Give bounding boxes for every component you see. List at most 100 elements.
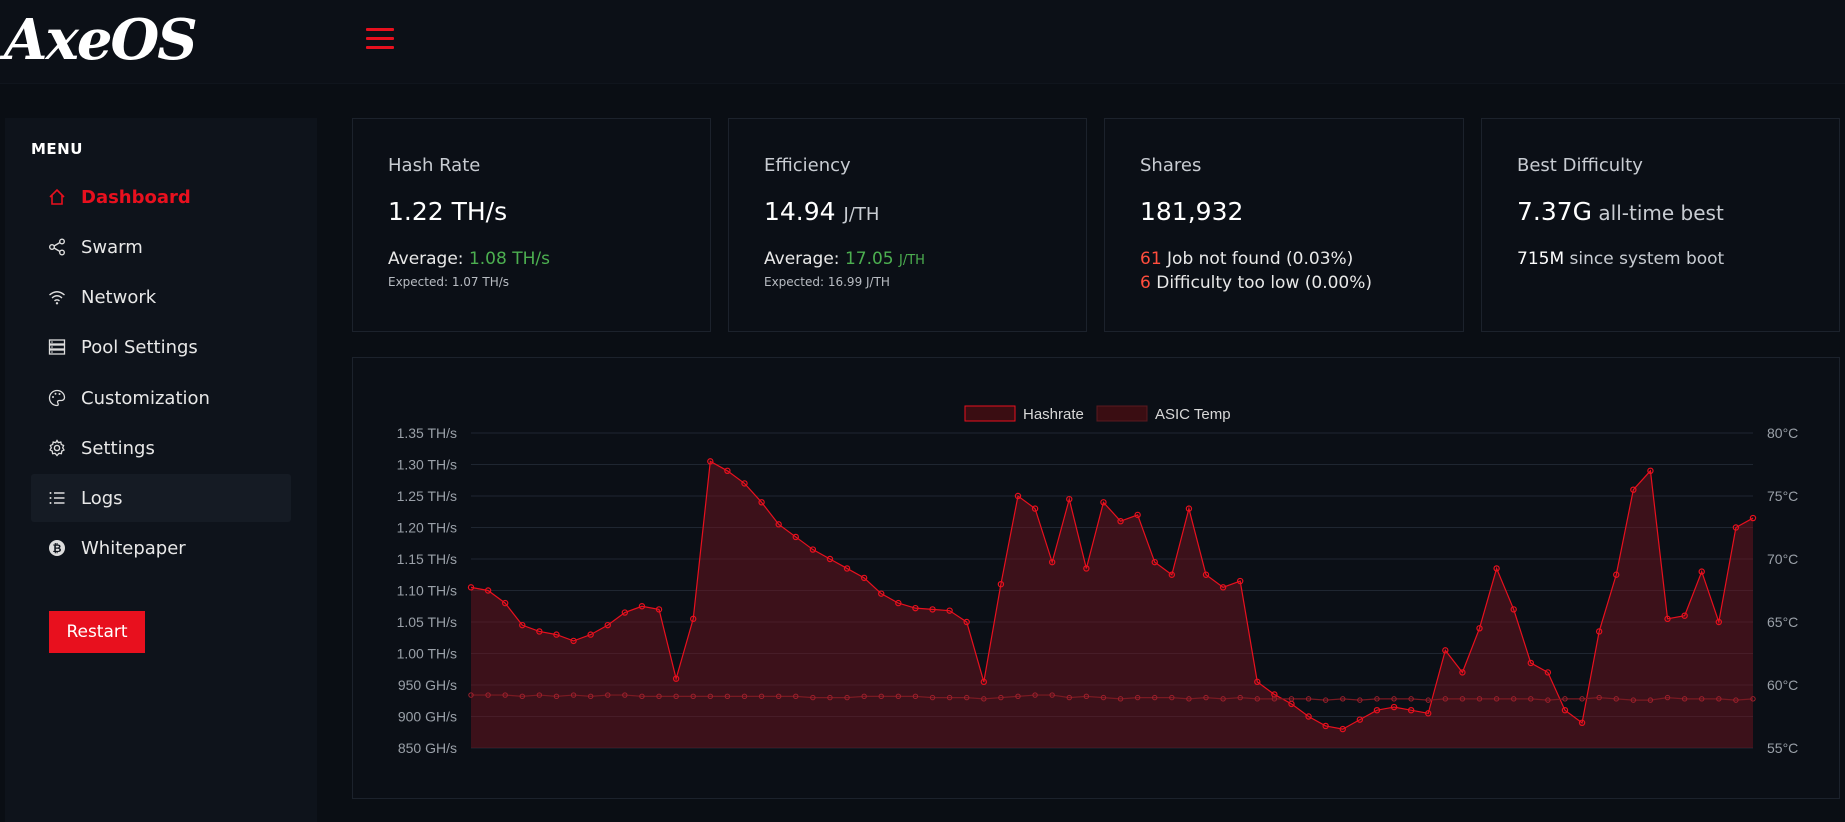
hashrate-point xyxy=(1510,606,1517,613)
asic-temp-point xyxy=(981,696,987,702)
asic-temp-point xyxy=(1630,697,1637,703)
hashrate-point xyxy=(946,607,953,614)
y-left-tick-label: 850 GH/s xyxy=(398,740,457,756)
sidebar-item-whitepaper[interactable]: ₿ Whitepaper xyxy=(31,524,291,572)
hashrate-point xyxy=(1305,713,1312,720)
efficiency-value: 14.94 J/TH xyxy=(764,197,880,226)
hashrate-point xyxy=(1151,558,1158,566)
hashrate-point xyxy=(1407,707,1415,714)
hashrate-point xyxy=(1527,659,1534,667)
sidebar-item-label: Logs xyxy=(81,487,123,509)
hashrate-line xyxy=(470,460,1754,730)
hashrate-point xyxy=(1493,565,1500,572)
sidebar-item-label: Whitepaper xyxy=(81,537,186,559)
sidebar-item-customization[interactable]: Customization xyxy=(31,374,291,422)
asic-temp-point xyxy=(1716,696,1722,702)
asic-temp-point xyxy=(1117,696,1124,702)
card-title: Hash Rate xyxy=(388,155,481,176)
asic-temp-point xyxy=(605,692,611,698)
y-left-tick-label: 1.30 TH/s xyxy=(397,457,457,473)
hashrate-point xyxy=(1749,514,1757,522)
hashrate-point xyxy=(1100,499,1107,506)
asic-temp-point xyxy=(1596,694,1602,701)
y-left-tick-label: 1.05 TH/s xyxy=(397,614,457,630)
menu-toggle-icon[interactable] xyxy=(366,28,394,50)
hashrate-area xyxy=(471,461,1753,748)
hashrate-point xyxy=(1664,615,1671,623)
asic-temp-point xyxy=(1152,694,1158,701)
hashrate-point xyxy=(1732,524,1740,531)
asic-temp-point xyxy=(1476,696,1483,702)
legend-swatch-asic-temp xyxy=(1096,405,1148,422)
asic-temp-point xyxy=(844,694,850,701)
shares-card: Shares 181,932 61 Job not found (0.03%) … xyxy=(1104,118,1464,332)
sidebar-item-logs[interactable]: Logs xyxy=(31,474,291,522)
asic-temp-point xyxy=(1288,696,1295,702)
asic-temp-point xyxy=(673,693,679,700)
hashrate-point xyxy=(1339,725,1346,733)
rejected-job-not-found: 61 Job not found (0.03%) xyxy=(1140,249,1354,269)
sidebar-item-label: Swarm xyxy=(81,236,143,258)
hashrate-point xyxy=(604,621,611,629)
asic-temp-point xyxy=(468,692,474,698)
hashrate-point xyxy=(484,587,492,594)
asic-temp-point xyxy=(1357,697,1363,703)
sidebar-item-swarm[interactable]: Swarm xyxy=(31,223,291,271)
sidebar-item-network[interactable]: Network xyxy=(31,273,291,321)
asic-temp-point xyxy=(1510,696,1517,702)
hashrate-point xyxy=(1561,707,1569,714)
asic-temp-point xyxy=(1186,696,1192,702)
hashrate-point xyxy=(1698,568,1705,575)
sidebar-item-pool-settings[interactable]: Pool Settings xyxy=(31,323,291,371)
asic-temp-point xyxy=(861,693,867,700)
restart-button[interactable]: Restart xyxy=(49,611,145,653)
card-title: Shares xyxy=(1140,155,1202,176)
hashrate-point xyxy=(1647,467,1654,475)
server-icon xyxy=(47,337,67,357)
asic-temp-point xyxy=(536,692,543,698)
asic-temp-point xyxy=(1681,696,1688,702)
menu-title: MENU xyxy=(31,140,83,158)
asic-temp-point xyxy=(1322,697,1329,703)
svg-text:₿: ₿ xyxy=(53,543,62,555)
hashrate-point xyxy=(1014,492,1022,500)
asic-temp-point xyxy=(519,693,525,700)
asic-temp-point xyxy=(878,693,884,700)
asic-temp-point xyxy=(1066,694,1072,701)
asic-temp-point xyxy=(1493,696,1500,702)
asic-temp-point xyxy=(587,693,594,700)
asic-temp-point xyxy=(639,693,645,700)
asic-temp-point xyxy=(741,693,748,700)
home-icon xyxy=(47,187,67,207)
y-right-tick-label: 80°C xyxy=(1767,425,1798,441)
hashrate-point xyxy=(860,574,868,582)
hashrate-point xyxy=(843,565,851,572)
legend-swatch-hashrate xyxy=(964,405,1016,422)
asic-temp-point xyxy=(827,694,833,701)
wifi-icon xyxy=(47,287,67,307)
y-right-tick-label: 60°C xyxy=(1767,677,1798,693)
hashrate-point xyxy=(1202,571,1210,578)
asic-temp-point xyxy=(1169,694,1175,701)
efficiency-average: Average: 17.05 J/TH xyxy=(764,249,925,269)
sidebar-item-label: Network xyxy=(81,286,157,308)
sidebar-item-dashboard[interactable]: Dashboard xyxy=(31,173,291,221)
asic-temp-point xyxy=(690,693,696,700)
asic-temp-point xyxy=(1100,694,1107,701)
hashrate-point xyxy=(1083,565,1090,572)
y-right-tick-label: 65°C xyxy=(1767,614,1798,630)
sidebar-item-settings[interactable]: Settings xyxy=(31,424,291,472)
asic-temp-point xyxy=(1664,694,1671,701)
asic-temp-point xyxy=(775,693,782,700)
asic-temp-point xyxy=(1049,692,1055,698)
hashrate-point xyxy=(1476,625,1483,632)
y-left-tick-label: 950 GH/s xyxy=(398,677,457,693)
asic-temp-point xyxy=(1733,697,1739,703)
legend-label-hashrate: Hashrate xyxy=(1023,406,1084,423)
hashrate-point xyxy=(997,580,1005,588)
hashrate-point xyxy=(1168,571,1176,578)
boot-difficulty: 715M since system boot xyxy=(1517,249,1725,269)
top-bar: AxeOS xyxy=(0,0,1845,84)
asic-temp-point xyxy=(998,694,1004,701)
asic-temp-point xyxy=(946,694,953,701)
